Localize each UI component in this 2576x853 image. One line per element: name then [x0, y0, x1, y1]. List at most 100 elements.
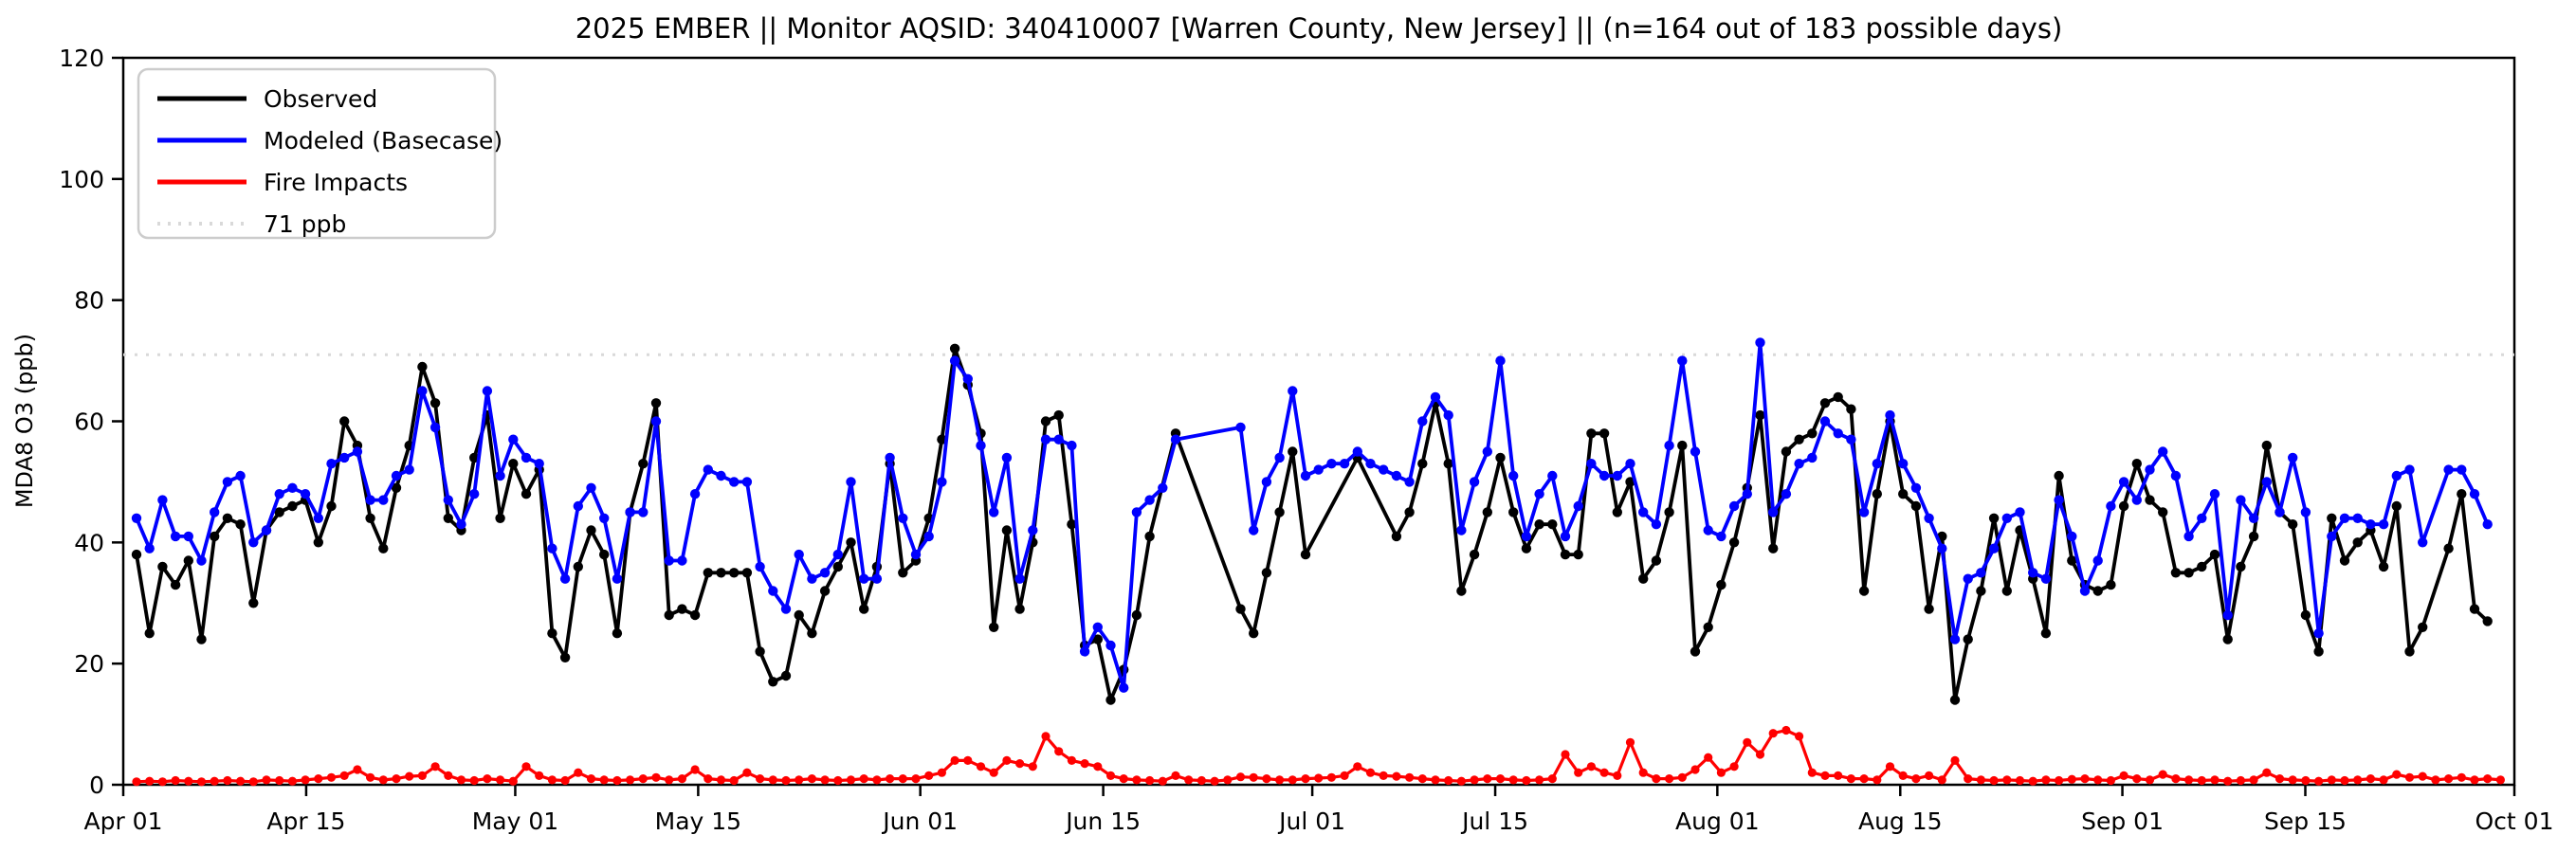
- fire-impacts-point: [2418, 771, 2427, 781]
- observed-point: [144, 628, 155, 639]
- observed-point: [1768, 543, 1779, 554]
- observed-point: [1586, 428, 1597, 439]
- modeled-basecase-point: [1937, 543, 1947, 554]
- modeled-basecase-point: [1443, 409, 1453, 421]
- fire-impacts-point: [1483, 774, 1492, 784]
- fire-impacts-point: [1235, 772, 1246, 782]
- fire-impacts-point: [1249, 772, 1258, 782]
- modeled-basecase-point: [313, 513, 323, 523]
- fire-impacts-point: [508, 776, 518, 786]
- fire-impacts-point: [1820, 771, 1830, 781]
- observed-point: [1249, 628, 1259, 639]
- fire-impacts-point: [2002, 775, 2012, 785]
- fire-impacts-point: [2055, 775, 2064, 786]
- fire-impacts-point: [1729, 762, 1739, 771]
- fire-impacts-point: [2106, 775, 2115, 786]
- fire-impacts-point: [898, 774, 907, 784]
- modeled-basecase-point: [443, 495, 453, 505]
- modeled-basecase-point: [1885, 409, 1895, 421]
- x-tick-label: Apr 01: [83, 808, 162, 835]
- fire-impacts-point: [833, 775, 843, 786]
- fire-impacts-point: [2444, 774, 2454, 784]
- fire-impacts-point: [184, 776, 193, 786]
- modeled-basecase-point: [1534, 489, 1544, 499]
- observed-point: [573, 561, 583, 572]
- modeled-basecase-point: [157, 495, 168, 505]
- fire-impacts-point: [612, 775, 622, 786]
- modeled-basecase-point: [1170, 434, 1181, 445]
- modeled-basecase-point: [910, 549, 922, 560]
- observed-point: [1807, 428, 1818, 439]
- observed-point: [2418, 622, 2428, 632]
- modeled-basecase-point: [1430, 391, 1441, 403]
- modeled-basecase-point: [1949, 634, 1961, 644]
- modeled-basecase-point: [1067, 440, 1077, 451]
- modeled-basecase-point: [937, 477, 947, 487]
- modeled-basecase-point: [846, 477, 856, 487]
- observed-point: [2001, 586, 2012, 596]
- modeled-basecase-point: [755, 561, 765, 572]
- observed-point: [937, 434, 947, 445]
- legend-label-threshold: 71 ppb: [264, 210, 346, 238]
- modeled-basecase-point: [1677, 355, 1688, 366]
- modeled-basecase-point: [1326, 459, 1337, 469]
- fire-impacts-point: [521, 762, 531, 771]
- observed-point: [1235, 604, 1246, 614]
- x-tick-label: Jul 01: [1277, 808, 1345, 835]
- observed-point: [716, 568, 726, 578]
- observed-point: [819, 586, 831, 596]
- modeled-basecase-point: [1625, 459, 1635, 469]
- observed-point: [429, 398, 441, 408]
- modeled-basecase-point: [1079, 646, 1090, 657]
- modeled-basecase-point: [326, 459, 337, 469]
- modeled-basecase-point: [1053, 434, 1064, 445]
- observed-point: [2288, 519, 2298, 530]
- fire-impacts-point: [1665, 774, 1674, 784]
- fire-impacts-point: [2470, 775, 2479, 785]
- modeled-basecase-point: [2118, 477, 2129, 487]
- modeled-basecase-point: [664, 555, 674, 566]
- fire-impacts-point: [483, 774, 492, 784]
- modeled-basecase-point: [508, 434, 519, 445]
- observed-point: [1910, 500, 1922, 512]
- modeled-basecase-point: [1249, 525, 1259, 535]
- modeled-basecase-point: [1664, 440, 1674, 451]
- fire-impacts-point: [703, 774, 713, 784]
- fire-impacts-point: [1365, 768, 1376, 777]
- observed-point: [559, 652, 571, 662]
- observed-point: [1274, 507, 1285, 517]
- observed-point: [1261, 568, 1272, 578]
- fire-impacts-point: [535, 771, 544, 781]
- y-tick-label: 0: [89, 771, 104, 799]
- observed-point: [2482, 616, 2493, 626]
- observed-point: [1728, 537, 1740, 548]
- fire-impacts-point: [2288, 775, 2297, 785]
- fire-impacts-point: [1795, 732, 1804, 741]
- x-tick-label: Aug 01: [1675, 808, 1760, 835]
- fire-impacts-point: [937, 768, 947, 777]
- modeled-basecase-point: [2352, 513, 2363, 523]
- observed-point: [1599, 428, 1610, 439]
- modeled-basecase-point: [2391, 470, 2402, 481]
- modeled-basecase-point: [1547, 470, 1558, 481]
- fire-impacts-point: [1405, 772, 1415, 782]
- y-tick-label: 120: [59, 45, 104, 72]
- modeled-basecase-point: [547, 543, 557, 554]
- observed-point: [2054, 470, 2064, 481]
- fire-impacts-point: [1547, 774, 1557, 784]
- modeled-basecase-point: [210, 507, 220, 517]
- modeled-basecase-point: [1040, 434, 1051, 445]
- observed-point: [1040, 416, 1051, 426]
- modeled-basecase-point: [274, 489, 284, 499]
- observed-point: [2197, 561, 2207, 572]
- modeled-basecase-point: [2313, 628, 2324, 639]
- fire-impacts-point: [586, 774, 596, 784]
- observed-point: [949, 343, 960, 354]
- observed-point: [1417, 459, 1428, 469]
- fire-impacts-point: [2158, 770, 2167, 779]
- fire-impacts-point: [1859, 774, 1869, 784]
- observed-point: [2313, 646, 2324, 657]
- observed-point: [183, 555, 193, 566]
- modeled-basecase-point: [807, 573, 817, 584]
